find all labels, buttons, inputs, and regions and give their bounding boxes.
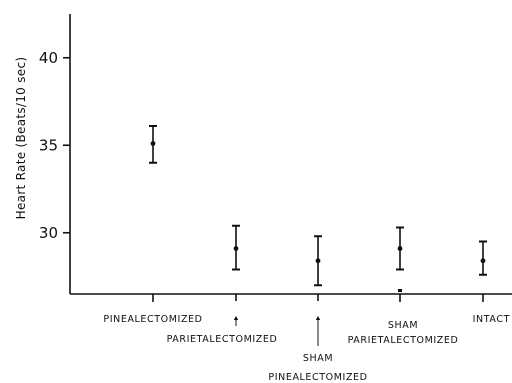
category-label-0-0: PINEALECTOMIZED <box>103 314 202 325</box>
extra-mark <box>398 289 402 292</box>
category-label-2-0: SHAM <box>303 353 333 364</box>
category-label-2-1: PINEALECTOMIZED <box>268 372 367 383</box>
y-tick-label-35: 35 <box>39 136 58 154</box>
mean-point-1 <box>233 246 239 251</box>
y-tick-label-40: 40 <box>39 49 58 67</box>
y-axis-label: Heart Rate (Beats/10 sec) <box>14 57 28 220</box>
category-label-3-0: SHAM <box>388 320 418 331</box>
category-label-4-0: INTACT <box>473 314 510 325</box>
label-pointer-head-1 <box>233 316 239 320</box>
mean-point-2 <box>315 258 321 264</box>
y-tick-label-30: 30 <box>39 224 58 242</box>
mean-point-0 <box>150 141 156 146</box>
label-pointer-head-2 <box>315 316 321 320</box>
mean-point-4 <box>480 258 486 264</box>
mean-point-3 <box>397 246 403 251</box>
category-label-3-1: PARIETALECTOMIZED <box>348 335 459 346</box>
category-label-1-0: PARIETALECTOMIZED <box>167 334 278 345</box>
